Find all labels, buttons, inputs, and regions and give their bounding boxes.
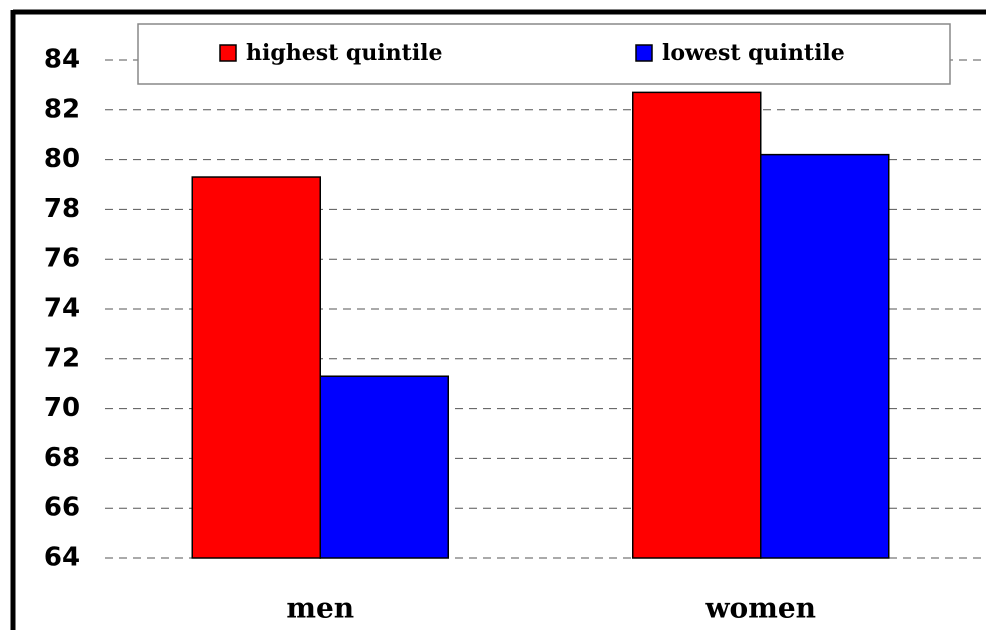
y-tick-label: 82 [44, 94, 80, 124]
y-tick-label: 76 [44, 244, 80, 274]
x-tick-label: women [704, 592, 816, 625]
legend: highest quintile lowest quintile [137, 23, 951, 85]
grid: 64 66 68 70 72 74 76 78 80 82 84 men women [44, 45, 986, 625]
bar [191, 176, 321, 559]
bar [319, 375, 449, 559]
legend-label: lowest quintile [662, 40, 845, 66]
y-tick-label: 66 [44, 493, 80, 523]
bars [191, 91, 890, 559]
y-tick-label: 78 [44, 194, 80, 224]
y-tick-label: 74 [44, 294, 80, 324]
y-tick-label: 72 [44, 343, 80, 373]
y-tick-label: 70 [44, 393, 80, 423]
legend-box [137, 23, 951, 85]
y-tick-label: 64 [44, 543, 80, 573]
y-tick-label: 68 [44, 443, 80, 473]
x-tick-label: men [286, 592, 354, 625]
y-tick-label: 84 [44, 45, 80, 75]
legend-swatch [219, 44, 237, 62]
legend-swatch [635, 44, 653, 62]
bar [632, 91, 762, 559]
y-tick-label: 80 [44, 144, 80, 174]
bar [760, 153, 890, 559]
legend-label: highest quintile [246, 40, 443, 66]
